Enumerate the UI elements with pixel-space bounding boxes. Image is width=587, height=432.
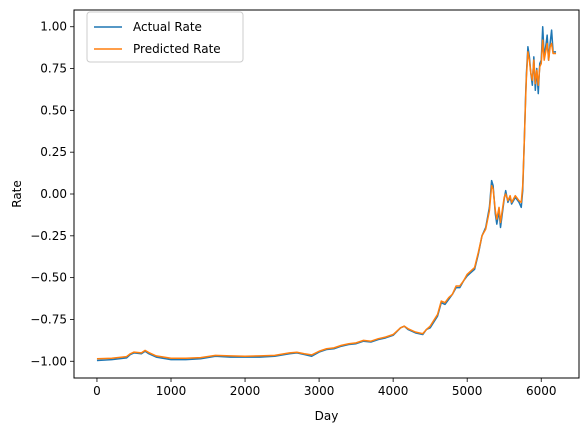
y-tick-label: 0.75 xyxy=(40,62,67,76)
y-tick-label: 0.00 xyxy=(40,187,67,201)
y-tick-label: 0.25 xyxy=(40,145,67,159)
legend-box xyxy=(86,11,244,63)
y-tick-label: 0.50 xyxy=(40,103,67,117)
legend-label-predicted: Predicted Rate xyxy=(133,42,221,56)
y-axis: −1.00 −0.75 −0.50 −0.25 0.00 0.25 0.50 0.75 1.00 xyxy=(30,20,74,368)
x-axis: 0 1000 2000 3000 4000 5000 6000 xyxy=(93,378,557,398)
x-tick-label: 1000 xyxy=(156,384,187,398)
series-line-actual xyxy=(96,25,557,362)
y-tick-label: −0.75 xyxy=(30,312,67,326)
x-tick-label: 6000 xyxy=(526,384,557,398)
y-tick-label: −1.00 xyxy=(30,354,67,368)
x-axis-label: Day xyxy=(315,409,339,423)
x-tick-label: 4000 xyxy=(378,384,409,398)
y-tick-label: −0.25 xyxy=(30,229,67,243)
legend: Actual Rate Predicted Rate xyxy=(86,11,244,63)
series-line-predicted xyxy=(96,39,557,360)
legend-label-actual: Actual Rate xyxy=(133,20,202,34)
y-axis-label: Rate xyxy=(10,180,24,208)
x-tick-label: 2000 xyxy=(230,384,261,398)
axes-frame xyxy=(73,9,580,379)
x-tick-label: 5000 xyxy=(452,384,483,398)
y-tick-label: −0.50 xyxy=(30,271,67,285)
y-tick-label: 1.00 xyxy=(40,20,67,34)
plot-area xyxy=(96,25,557,362)
x-tick-label: 3000 xyxy=(304,384,335,398)
x-tick-label: 0 xyxy=(93,384,101,398)
